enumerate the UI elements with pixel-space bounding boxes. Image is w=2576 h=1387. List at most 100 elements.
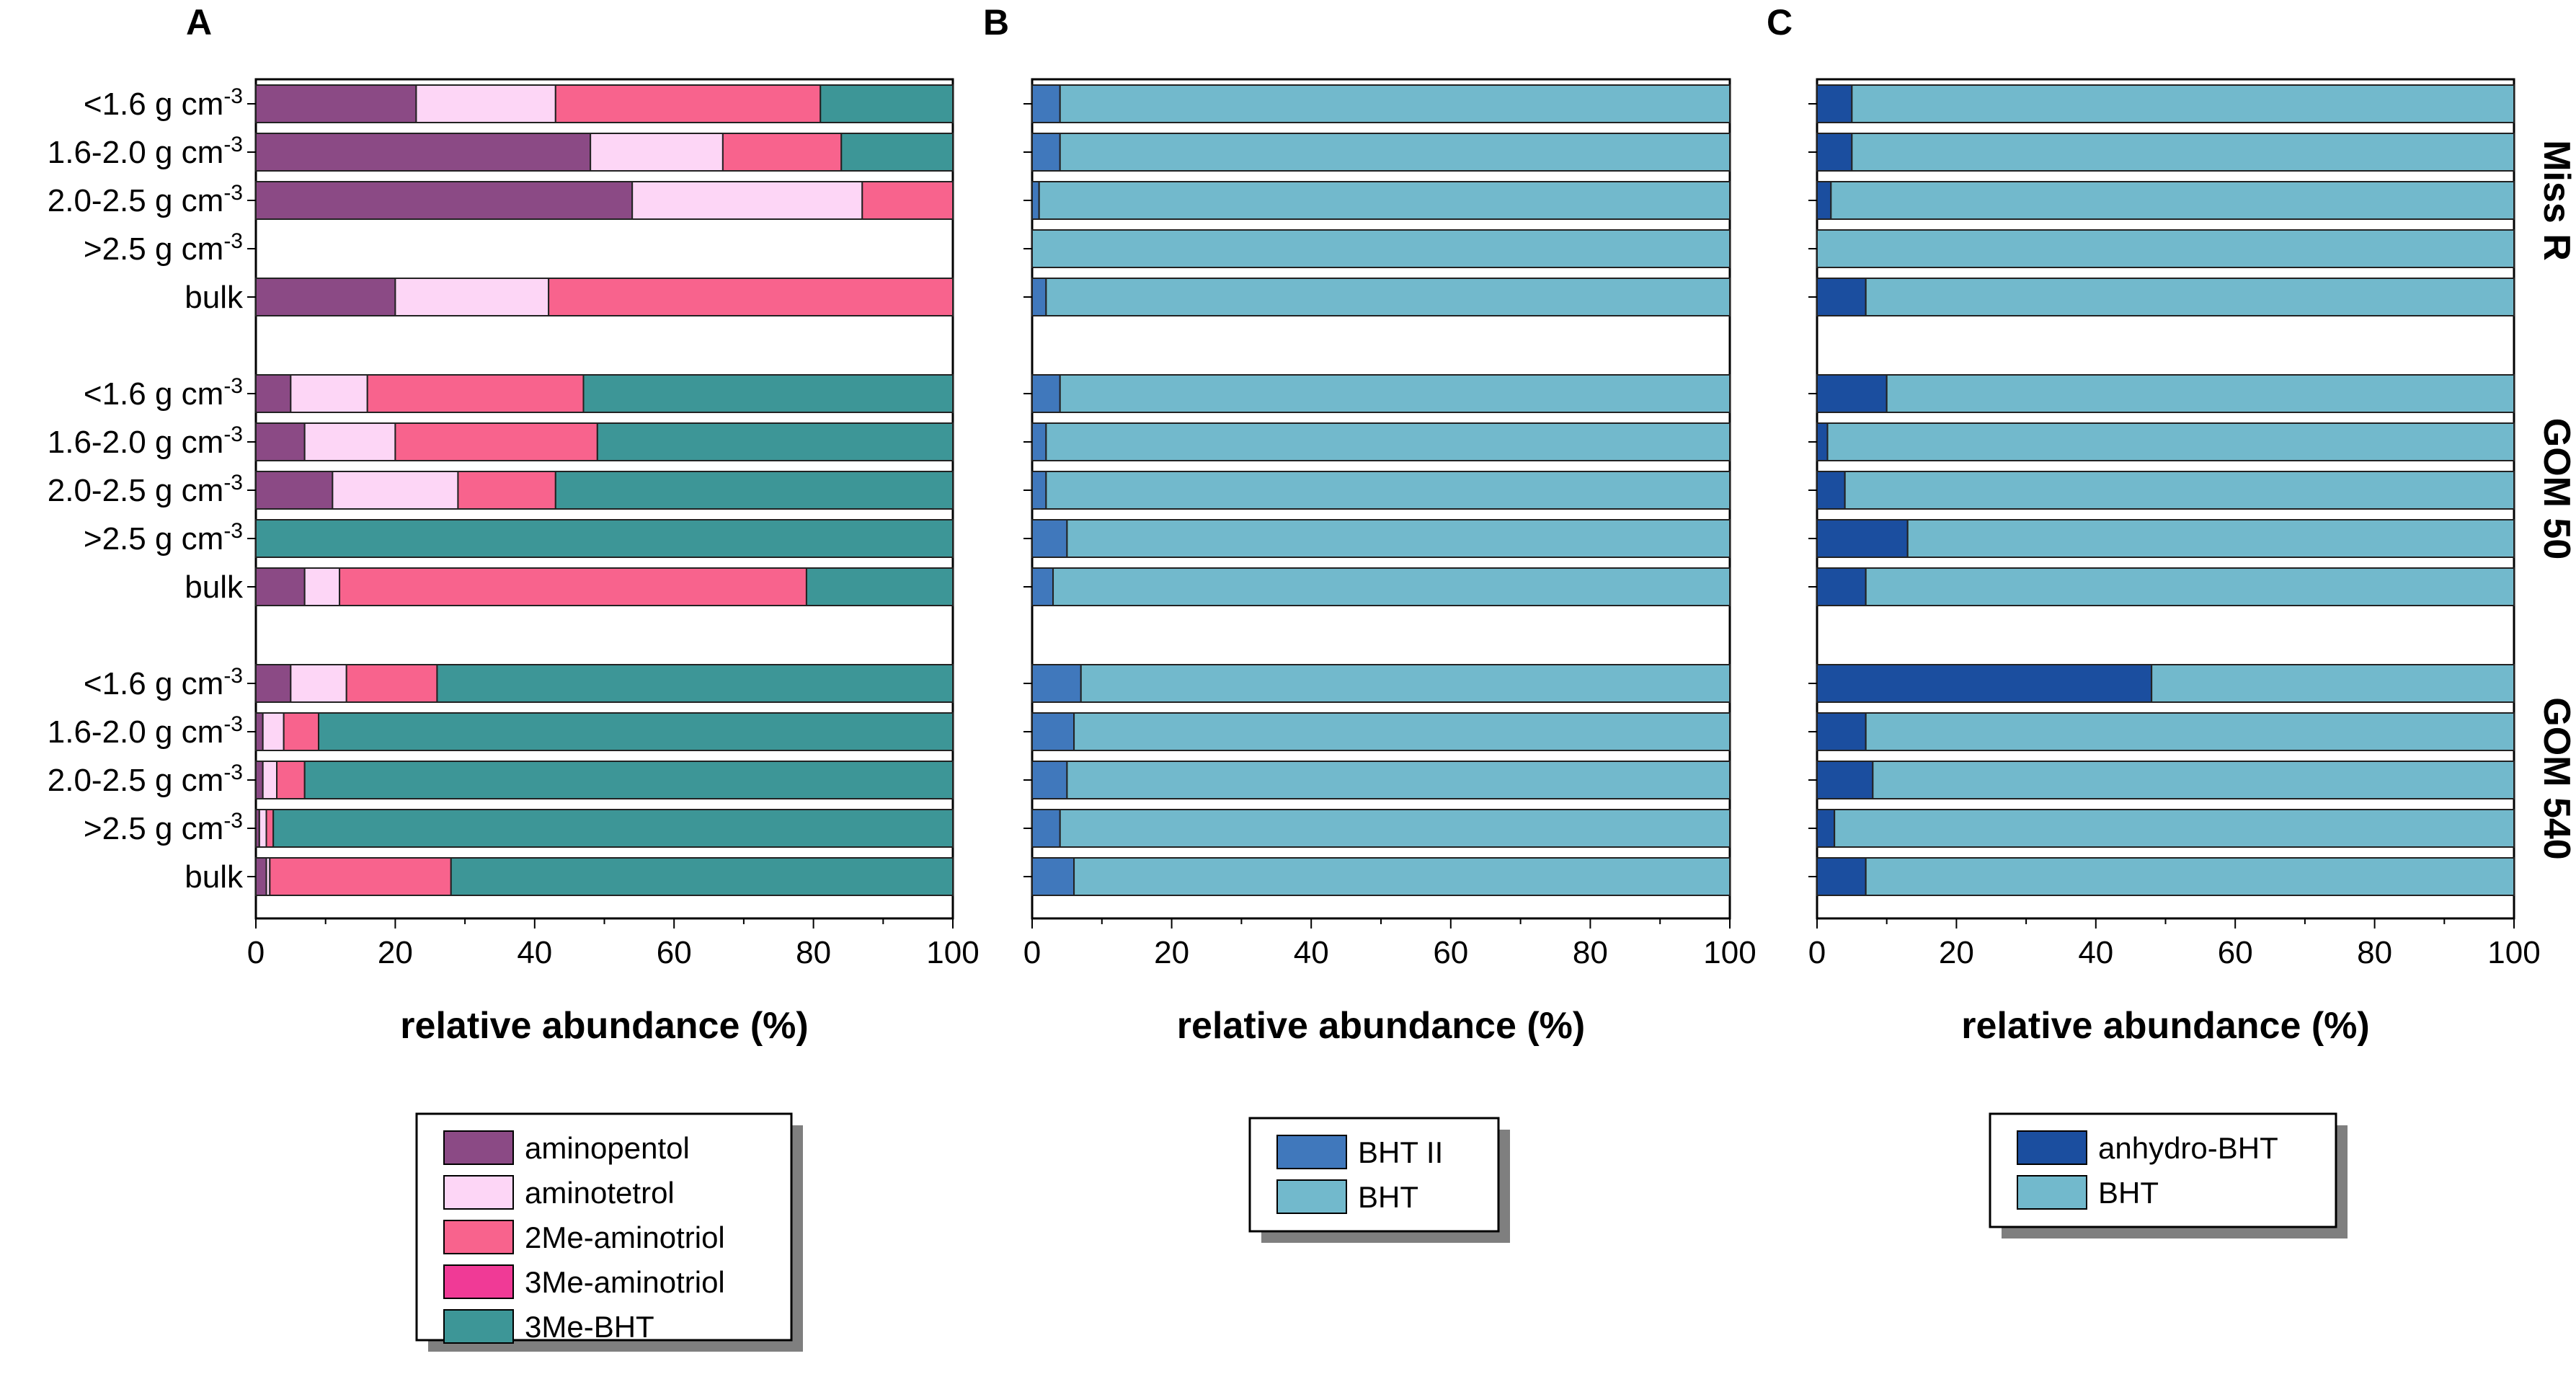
x-tick-label: 40 — [517, 935, 552, 970]
bar-segment — [265, 809, 275, 848]
bar-segment — [1906, 519, 2515, 558]
x-tick-label: 40 — [1294, 935, 1329, 970]
legend-label: aminopentol — [525, 1131, 690, 1165]
bar-segment — [1844, 471, 2515, 510]
legend: aminopentol aminotetrol 2Me-aminotriol 3Me-… — [415, 1112, 803, 1352]
row-label: <1.6 g cm-3 — [84, 664, 243, 701]
bar-segment — [1816, 761, 1874, 799]
bar-segment — [1031, 374, 1061, 413]
x-tick-label: 60 — [657, 935, 692, 970]
x-tick-label: 0 — [1023, 935, 1041, 970]
row-label: <1.6 g cm-3 — [84, 84, 243, 122]
bar-segment — [1816, 422, 1829, 461]
legend-label: aminotetrol — [525, 1176, 675, 1210]
bar-segment — [1830, 181, 2515, 220]
x-tick-label: 100 — [1703, 935, 1756, 970]
bar-segment — [1066, 761, 1731, 799]
bar-segment — [1031, 229, 1731, 268]
x-tick-label: 80 — [1573, 935, 1608, 970]
bar-segment — [262, 712, 285, 751]
x-tick-label: 100 — [926, 935, 979, 970]
row-label: bulk — [185, 280, 244, 315]
group-label: GOM 50 — [2536, 418, 2576, 560]
x-tick-label: 60 — [2218, 935, 2253, 970]
bar-segment — [1073, 712, 1731, 751]
bar-segment — [276, 761, 306, 799]
row-label: 1.6-2.0 g cm-3 — [48, 422, 243, 460]
legend-swatch — [443, 1175, 514, 1210]
bar-segment — [1816, 519, 1909, 558]
bar-segment — [1816, 229, 2515, 268]
panel-a: A <1.6 g cm-3 1.6-2.0 g cm-3 2.0-2.5 g cm-3… — [48, 2, 980, 1352]
bar-segment — [1031, 471, 1047, 510]
bar-segment — [272, 809, 954, 848]
bar-segment — [1031, 84, 1061, 123]
group-label: GOM 540 — [2536, 697, 2576, 859]
bar-segment — [450, 857, 954, 896]
row-label: >2.5 g cm-3 — [84, 229, 243, 267]
legend-swatch — [443, 1264, 514, 1299]
bar-segment — [1066, 519, 1731, 558]
bar-segment — [283, 712, 320, 751]
legend-swatch — [1276, 1135, 1347, 1169]
x-tick-label: 100 — [2487, 935, 2540, 970]
bar-segment — [303, 567, 341, 606]
bar-segment — [255, 567, 306, 606]
row-label: 2.0-2.5 g cm-3 — [48, 471, 243, 508]
bar-segment — [436, 664, 954, 703]
bar-segment — [1816, 471, 1846, 510]
bar-segment — [258, 809, 267, 848]
legend-label: anhydro-BHT — [2098, 1131, 2278, 1165]
legend-swatch — [2017, 1175, 2087, 1210]
legend: BHT II BHT — [1248, 1117, 1510, 1243]
bar-segment — [1059, 809, 1731, 848]
bar-segment — [1031, 567, 1054, 606]
bar-segment — [1045, 471, 1731, 510]
legend-label: 2Me-aminotriol — [525, 1220, 725, 1254]
bar-segment — [1031, 761, 1068, 799]
legend-label: 3Me-aminotriol — [525, 1265, 725, 1299]
panel-c: C 0 20 40 60 80 100 relative abundance (%) anhyd… — [1767, 2, 2541, 1238]
bar-segment — [1031, 664, 1082, 703]
bar-segment — [1038, 181, 1731, 220]
legend-swatch — [2017, 1130, 2087, 1165]
x-tick-label: 20 — [1154, 935, 1189, 970]
bar-segment — [1816, 809, 1836, 848]
row-label: 2.0-2.5 g cm-3 — [48, 181, 243, 218]
bar-segment — [1031, 181, 1040, 220]
legend-label: BHT II — [1358, 1135, 1443, 1169]
row-label: <1.6 g cm-3 — [84, 374, 243, 412]
bar-segment — [1816, 712, 1867, 751]
x-tick-label: 80 — [2357, 935, 2392, 970]
bar-segment — [1059, 84, 1731, 123]
bar-segment — [394, 278, 550, 316]
bar-segment — [820, 84, 954, 123]
bar-segment — [318, 712, 954, 751]
bar-segment — [1865, 567, 2515, 606]
legend-label: BHT — [1358, 1180, 1418, 1214]
bar-segment — [394, 422, 598, 461]
row-label: 2.0-2.5 g cm-3 — [48, 761, 243, 798]
legend-label: BHT — [2098, 1176, 2159, 1210]
panel-letter: B — [983, 2, 1009, 43]
bar-segment — [1045, 278, 1731, 316]
bar-segment — [1031, 519, 1068, 558]
bar-segment — [290, 664, 347, 703]
bar-segment — [1872, 761, 2515, 799]
bar-segment — [1080, 664, 1731, 703]
bar-segment — [840, 133, 954, 172]
x-tick-label: 60 — [1433, 935, 1468, 970]
bar-segment — [303, 761, 954, 799]
row-label: 1.6-2.0 g cm-3 — [48, 133, 243, 170]
bar-segment — [590, 133, 724, 172]
bar-segment — [269, 857, 452, 896]
bar-segment — [255, 133, 592, 172]
bar-segment — [2151, 664, 2515, 703]
bar-segment — [457, 471, 556, 510]
x-tick-label: 20 — [378, 935, 413, 970]
row-label: bulk — [185, 859, 244, 895]
x-tick-label: 40 — [2078, 935, 2113, 970]
legend-swatch — [443, 1309, 514, 1344]
bar-segment — [1031, 422, 1047, 461]
